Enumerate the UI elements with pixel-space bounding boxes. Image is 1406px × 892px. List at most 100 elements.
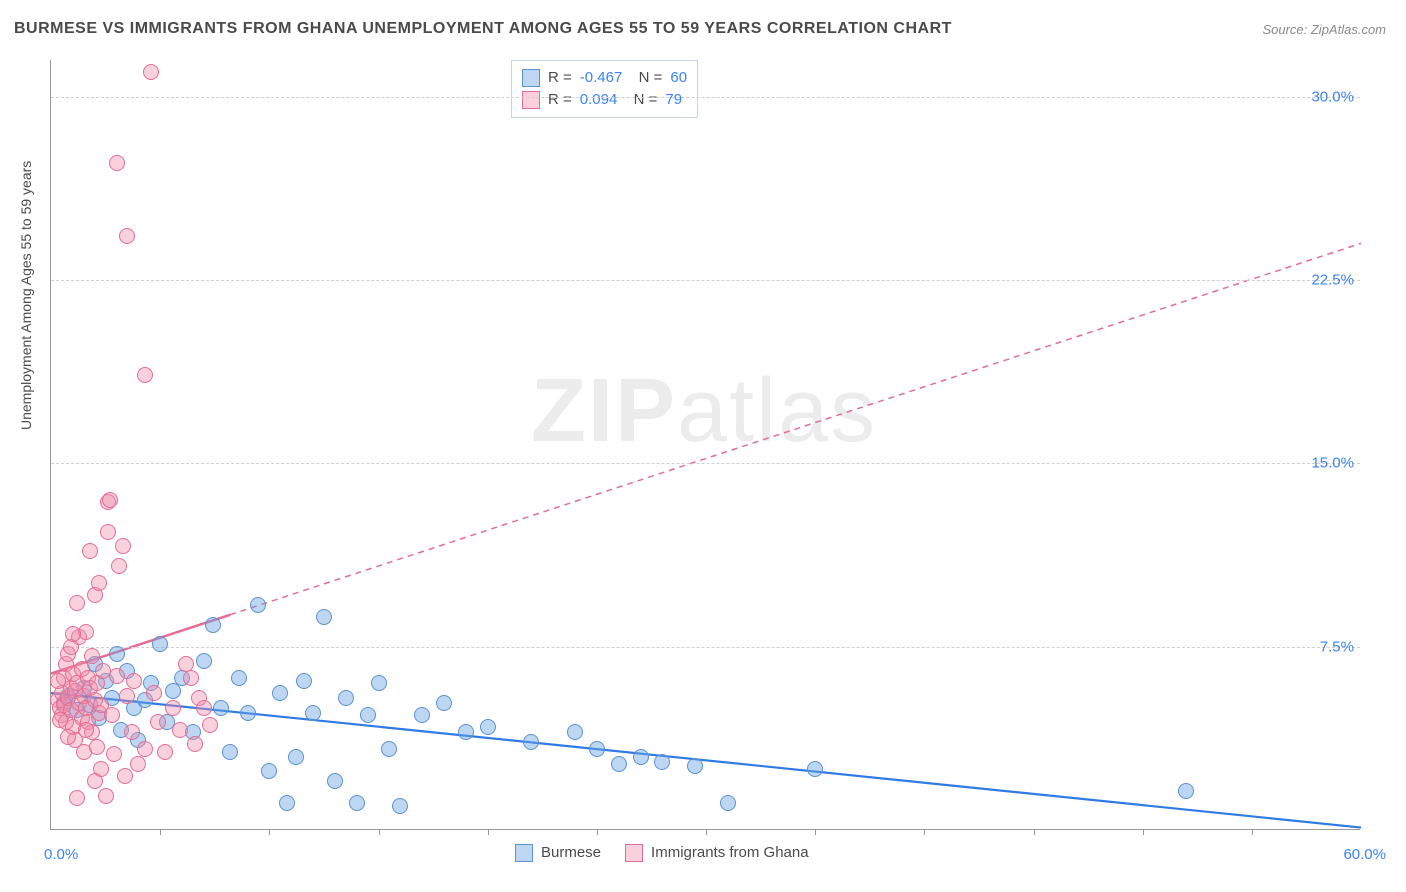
legend-n-value: 79 (665, 89, 682, 111)
scatter-point (130, 756, 146, 772)
scatter-point (165, 700, 181, 716)
x-axis-min-label: 0.0% (44, 846, 78, 863)
scatter-point (687, 758, 703, 774)
scatter-point (178, 656, 194, 672)
x-tick (160, 829, 161, 835)
scatter-point (1178, 783, 1194, 799)
scatter-point (360, 707, 376, 723)
scatter-point (261, 763, 277, 779)
scatter-point (157, 744, 173, 760)
scatter-point (119, 688, 135, 704)
scatter-point (213, 700, 229, 716)
scatter-point (458, 724, 474, 740)
scatter-point (111, 558, 127, 574)
scatter-point (250, 597, 266, 613)
scatter-point (115, 538, 131, 554)
scatter-point (102, 492, 118, 508)
scatter-point (109, 155, 125, 171)
scatter-point (124, 724, 140, 740)
scatter-point (187, 736, 203, 752)
scatter-point (296, 673, 312, 689)
gridline (51, 97, 1360, 98)
scatter-point (60, 729, 76, 745)
series-legend-item: Immigrants from Ghana (625, 842, 809, 864)
scatter-point (327, 773, 343, 789)
x-tick (488, 829, 489, 835)
scatter-point (567, 724, 583, 740)
x-tick (379, 829, 380, 835)
x-tick (1252, 829, 1253, 835)
legend-r-label: R = (548, 89, 572, 111)
scatter-point (117, 768, 133, 784)
scatter-point (172, 722, 188, 738)
scatter-point (137, 367, 153, 383)
y-tick-label: 22.5% (1311, 272, 1354, 289)
scatter-point (126, 673, 142, 689)
x-tick (815, 829, 816, 835)
legend-r-label: R = (548, 67, 572, 89)
y-axis-label: Unemployment Among Ages 55 to 59 years (18, 161, 34, 430)
x-tick (1034, 829, 1035, 835)
scatter-point (392, 798, 408, 814)
scatter-point (183, 670, 199, 686)
gridline (51, 463, 1360, 464)
x-tick (706, 829, 707, 835)
scatter-point (589, 741, 605, 757)
series-name: Burmese (541, 842, 601, 864)
scatter-point (231, 670, 247, 686)
scatter-point (143, 64, 159, 80)
scatter-point (205, 617, 221, 633)
watermark: ZIPatlas (531, 360, 877, 463)
x-tick (597, 829, 598, 835)
scatter-point (69, 595, 85, 611)
scatter-point (87, 773, 103, 789)
x-tick (269, 829, 270, 835)
x-tick (924, 829, 925, 835)
series-legend: Burmese Immigrants from Ghana (515, 842, 809, 864)
scatter-point (98, 788, 114, 804)
scatter-point (84, 648, 100, 664)
scatter-point (654, 754, 670, 770)
scatter-point (611, 756, 627, 772)
scatter-point (146, 685, 162, 701)
x-axis-max-label: 60.0% (1343, 846, 1386, 863)
scatter-point (65, 626, 81, 642)
scatter-point (196, 700, 212, 716)
scatter-point (100, 524, 116, 540)
scatter-point (119, 228, 135, 244)
scatter-point (91, 575, 107, 591)
scatter-point (82, 543, 98, 559)
scatter-point (52, 712, 68, 728)
scatter-point (109, 646, 125, 662)
legend-n-label: N = (630, 67, 662, 89)
legend-swatch (625, 844, 643, 862)
scatter-point (349, 795, 365, 811)
scatter-point (720, 795, 736, 811)
legend-swatch (522, 91, 540, 109)
scatter-point (240, 705, 256, 721)
scatter-point (436, 695, 452, 711)
scatter-point (338, 690, 354, 706)
scatter-point (104, 707, 120, 723)
series-legend-item: Burmese (515, 842, 601, 864)
series-name: Immigrants from Ghana (651, 842, 809, 864)
legend-swatch (522, 69, 540, 87)
scatter-point (414, 707, 430, 723)
scatter-point (279, 795, 295, 811)
scatter-point (272, 685, 288, 701)
correlation-chart: BURMESE VS IMMIGRANTS FROM GHANA UNEMPLO… (0, 0, 1406, 892)
legend-swatch (515, 844, 533, 862)
scatter-point (381, 741, 397, 757)
plot-area: ZIPatlas R = -0.467 N = 60R = 0.094 N = … (50, 60, 1360, 830)
scatter-point (106, 746, 122, 762)
legend-n-value: 60 (670, 67, 687, 89)
scatter-point (480, 719, 496, 735)
x-tick (1143, 829, 1144, 835)
y-tick-label: 30.0% (1311, 88, 1354, 105)
scatter-point (523, 734, 539, 750)
scatter-point (633, 749, 649, 765)
scatter-point (150, 714, 166, 730)
scatter-point (152, 636, 168, 652)
scatter-point (109, 668, 125, 684)
scatter-point (137, 741, 153, 757)
